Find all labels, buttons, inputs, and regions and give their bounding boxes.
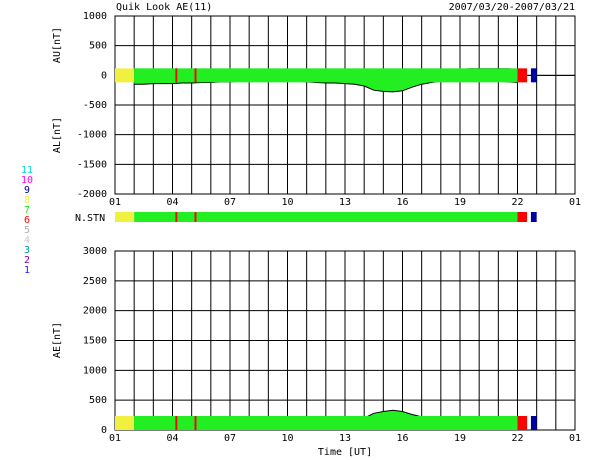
y-tick-label: 500: [89, 41, 107, 52]
x-tick-label: 01: [569, 433, 581, 444]
y-tick-label: 0: [101, 70, 107, 81]
x-tick-label: 07: [224, 433, 236, 444]
y-axis-label: AL[nT]: [52, 117, 63, 153]
x-tick-label: 07: [224, 197, 236, 208]
chart-title: Quik Look AE(11): [116, 2, 212, 13]
station-segment: [134, 212, 518, 222]
station-segment: [175, 68, 178, 83]
station-legend-entry: 1: [24, 265, 30, 276]
station-segment: [517, 212, 528, 222]
x-tick-label: 10: [281, 197, 293, 208]
station-legend-entry: 7: [24, 205, 30, 216]
y-tick-label: -2000: [77, 189, 107, 200]
x-tick-label: 01: [109, 197, 121, 208]
station-legend-entry: 6: [24, 215, 30, 226]
x-tick-label: 04: [166, 197, 178, 208]
x-tick-label: 13: [339, 433, 351, 444]
station-legend-entry: 4: [24, 235, 30, 246]
station-segment: [175, 416, 178, 430]
x-tick-label: 19: [454, 433, 466, 444]
x-tick-label: 16: [396, 433, 408, 444]
y-tick-label: 3000: [83, 246, 107, 257]
y-tick-label: 0: [101, 425, 107, 436]
x-tick-label: 19: [454, 197, 466, 208]
x-tick-label: 04: [166, 433, 178, 444]
station-segment: [517, 416, 528, 430]
station-legend-entry: 11: [21, 165, 33, 176]
station-segment: [194, 68, 197, 83]
x-tick-label: 01: [569, 197, 581, 208]
station-legend-entry: 10: [21, 175, 33, 186]
station-segment: [530, 68, 537, 83]
station-segment: [517, 68, 528, 83]
x-tick-label: 22: [511, 197, 523, 208]
x-tick-label: 16: [396, 197, 408, 208]
station-segment: [134, 416, 518, 430]
x-tick-label: 22: [511, 433, 523, 444]
station-segment: [134, 68, 518, 83]
date-range: 2007/03/20-2007/03/21: [449, 2, 575, 13]
station-segment: [194, 212, 197, 222]
y-tick-label: -500: [83, 100, 107, 111]
y-tick-label: 500: [89, 395, 107, 406]
y-tick-label: 1000: [83, 11, 107, 22]
station-segment: [115, 68, 135, 83]
station-legend-entry: 2: [24, 255, 30, 266]
y-axis-label: AE[nT]: [52, 322, 63, 358]
station-legend-entry: 9: [24, 185, 30, 196]
station-legend-entry: 5: [24, 225, 30, 236]
x-tick-label: 10: [281, 433, 293, 444]
y-tick-label: 2500: [83, 276, 107, 287]
x-axis-label: Time [UT]: [318, 447, 372, 458]
station-segment: [530, 416, 537, 430]
station-segment: [175, 212, 178, 222]
station-segment: [115, 416, 135, 430]
x-tick-label: 01: [109, 433, 121, 444]
station-label: N.STN: [75, 213, 105, 224]
y-tick-label: 1500: [83, 336, 107, 347]
y-tick-label: -1500: [77, 159, 107, 170]
y-tick-label: 2000: [83, 306, 107, 317]
station-segment: [115, 212, 135, 222]
x-tick-label: 13: [339, 197, 351, 208]
station-segment: [194, 416, 197, 430]
y-tick-label: -1000: [77, 130, 107, 141]
y-tick-label: 1000: [83, 365, 107, 376]
station-segment: [530, 212, 537, 222]
station-legend-entry: 3: [24, 245, 30, 256]
station-legend-entry: 8: [24, 195, 30, 206]
y-axis-label: AU[nT]: [52, 27, 63, 63]
